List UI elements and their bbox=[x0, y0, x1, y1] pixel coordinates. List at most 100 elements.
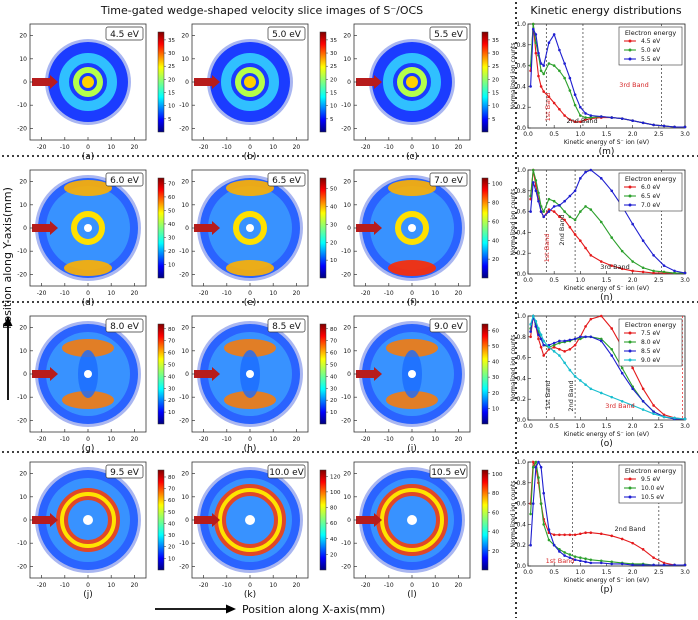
data-point bbox=[529, 512, 532, 516]
colorbar-tick-label: 10 bbox=[168, 410, 175, 416]
legend-marker bbox=[628, 495, 632, 499]
x-tick-label: 20 bbox=[131, 436, 139, 443]
y-tick-label: 0 bbox=[347, 225, 351, 232]
y-tick-label: 0.8 bbox=[516, 188, 526, 195]
x-tick-label: 20 bbox=[455, 144, 463, 151]
y-tick-label: 10 bbox=[343, 348, 351, 355]
x-tick-label: -20 bbox=[199, 144, 209, 151]
x-tick-label: 0.5 bbox=[549, 423, 559, 430]
data-point bbox=[531, 181, 535, 184]
colorbar-tick-label: 70 bbox=[168, 339, 175, 345]
data-point bbox=[563, 551, 566, 554]
data-point bbox=[662, 124, 666, 128]
legend-label: 10.5 eV bbox=[641, 494, 665, 501]
band-label: 1st Band bbox=[544, 381, 552, 410]
data-point bbox=[531, 22, 535, 26]
legend-label: 7.5 eV bbox=[641, 330, 661, 337]
data-point bbox=[662, 264, 666, 267]
x-tick-label: 1.0 bbox=[576, 423, 586, 430]
y-tick-label: 20 bbox=[181, 179, 189, 186]
data-point bbox=[662, 270, 666, 274]
core bbox=[408, 224, 416, 232]
core bbox=[406, 76, 418, 88]
colorbar-tick-label: 70 bbox=[168, 487, 175, 493]
y-tick-label: -10 bbox=[341, 394, 351, 401]
x-tick-label: 10 bbox=[269, 290, 277, 297]
x-tick-label: 0 bbox=[248, 290, 252, 297]
core bbox=[82, 76, 94, 88]
velocity-image-panel: 5.0 eV -20 -10 0 10 20 20 10 0 -10 -20 (b) 5 10 15 20 25… bbox=[179, 23, 337, 162]
data-point bbox=[531, 460, 535, 464]
data-point bbox=[589, 114, 593, 117]
x-tick-label: 2.0 bbox=[628, 277, 638, 284]
data-point bbox=[610, 189, 614, 193]
data-point bbox=[673, 125, 676, 129]
legend-title: Electron energy bbox=[625, 175, 677, 183]
colorbar-tick-label: 80 bbox=[330, 327, 337, 333]
colorbar-tick-label: 15 bbox=[168, 91, 175, 97]
x-tick-label: 2.5 bbox=[654, 569, 664, 576]
y-tick-label: 0.4 bbox=[516, 229, 526, 236]
colorbar bbox=[157, 469, 165, 571]
core bbox=[407, 515, 417, 525]
y-tick-label: -10 bbox=[179, 540, 189, 547]
x-tick-label: -20 bbox=[199, 436, 209, 443]
data-point bbox=[579, 335, 582, 339]
data-point bbox=[631, 387, 634, 391]
colorbar-tick-label: 60 bbox=[168, 498, 175, 504]
x-tick-label: 2.0 bbox=[628, 131, 638, 138]
legend-label: 6.5 eV bbox=[641, 193, 661, 200]
colorbar-tick-label: 30 bbox=[330, 386, 337, 392]
ring bbox=[59, 53, 117, 111]
colorbar-tick-label: 15 bbox=[492, 91, 499, 97]
data-point bbox=[563, 218, 566, 222]
colorbar-tick-label: 40 bbox=[492, 360, 499, 366]
data-point bbox=[539, 502, 543, 505]
core bbox=[246, 370, 254, 378]
data-point bbox=[579, 559, 582, 563]
x-tick-label: 1.5 bbox=[602, 131, 612, 138]
x-tick-label: 10 bbox=[107, 436, 115, 443]
data-point bbox=[589, 168, 593, 172]
data-point bbox=[542, 343, 545, 347]
y-tick-label: 20 bbox=[343, 179, 351, 186]
data-point bbox=[579, 556, 582, 559]
data-point bbox=[584, 116, 587, 119]
data-point bbox=[547, 345, 551, 349]
velocity-image-panel: 10.5 eV-20 -10 0 10 2020100-10-20(l)20406080… bbox=[341, 461, 503, 600]
colorbar-tick-label: 30 bbox=[330, 51, 337, 57]
core bbox=[84, 370, 92, 378]
colorbar-tick-label: 35 bbox=[168, 38, 175, 44]
data-point bbox=[547, 347, 551, 351]
colorbar-tick-label: 30 bbox=[492, 51, 499, 57]
legend-label: 7.0 eV bbox=[641, 202, 661, 209]
data-point bbox=[558, 347, 561, 351]
data-point bbox=[631, 222, 634, 226]
x-tick-label: -20 bbox=[199, 582, 209, 589]
y-tick-label: 0 bbox=[185, 517, 189, 524]
data-point bbox=[662, 561, 666, 565]
colorbar bbox=[319, 177, 327, 279]
inner-ring bbox=[397, 67, 427, 97]
colorbar-tick-label: 25 bbox=[168, 64, 175, 70]
band-label: 1st Band bbox=[544, 93, 552, 122]
data-point bbox=[652, 269, 655, 273]
data-point bbox=[652, 271, 655, 275]
y-tick-label: -20 bbox=[17, 125, 27, 132]
data-point bbox=[610, 116, 614, 119]
data-point bbox=[584, 118, 587, 121]
x-axis-title: Position along X-axis(mm) bbox=[242, 603, 385, 616]
data-point bbox=[599, 177, 603, 180]
x-tick-label: -10 bbox=[384, 290, 394, 297]
colorbar-tick-label: 10 bbox=[168, 104, 175, 110]
data-point bbox=[539, 333, 543, 337]
energy-label-box bbox=[267, 318, 306, 333]
data-point bbox=[529, 330, 532, 333]
y-tick-label: 10 bbox=[181, 348, 189, 355]
panel-letter: (e) bbox=[244, 298, 257, 308]
y-tick-label: 0.2 bbox=[516, 250, 526, 257]
y-tick-label: 10 bbox=[19, 202, 27, 209]
data-point bbox=[631, 366, 634, 370]
colorbar bbox=[157, 323, 165, 425]
x-tick-label: -10 bbox=[60, 582, 70, 589]
